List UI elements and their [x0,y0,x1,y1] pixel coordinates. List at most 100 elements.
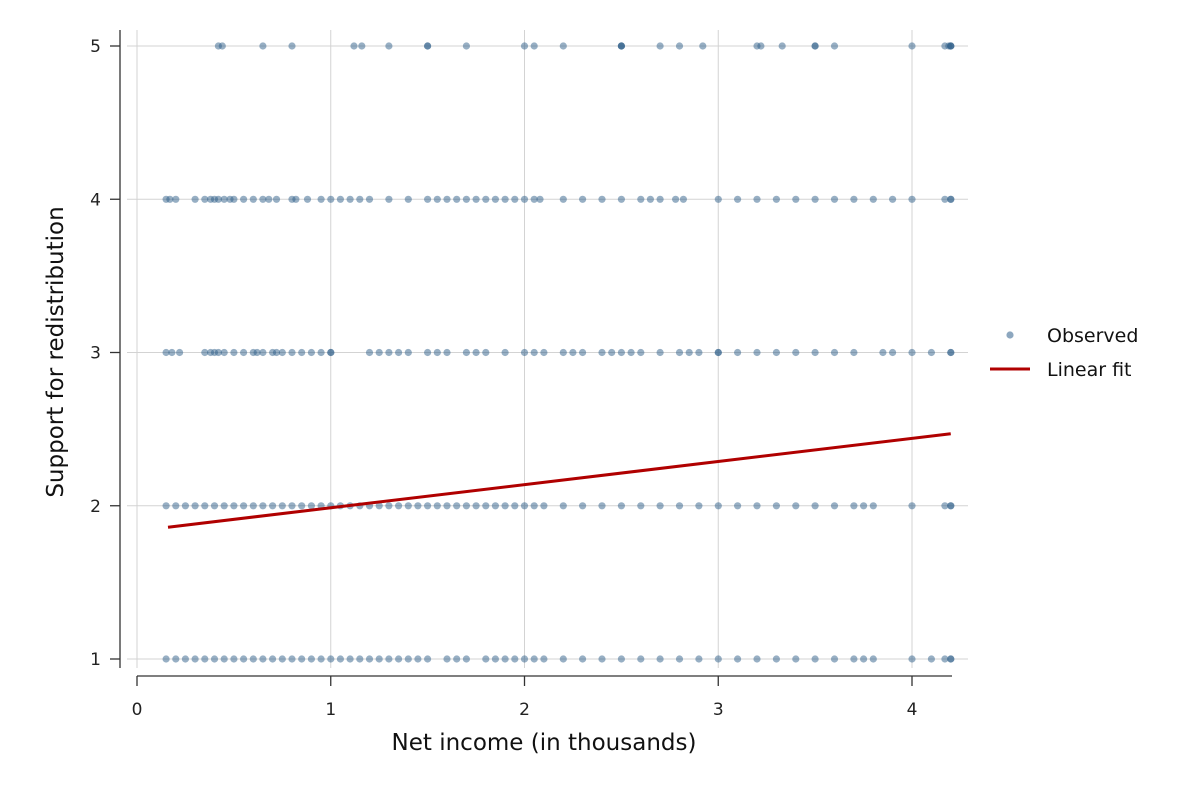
data-point [675,348,684,357]
data-point [598,655,606,663]
data-point [617,502,626,510]
data-point [656,195,664,203]
data-point [637,195,645,203]
data-point [908,502,916,510]
data-point [249,502,257,510]
y-tick-label: 4 [90,190,101,210]
data-point [259,655,267,663]
data-point [734,655,742,663]
data-point [617,42,626,50]
data-point [792,655,800,663]
data-point [675,42,684,50]
data-point [811,348,819,357]
data-point [734,195,742,203]
data-point [482,348,490,357]
data-point [424,195,432,203]
data-point [414,655,422,663]
data-point [298,655,306,663]
data-point [365,655,374,663]
data-point [869,655,877,663]
data-point [540,655,548,663]
data-point [218,42,226,50]
data-point [259,502,267,510]
data-point [472,195,480,203]
data-point [501,348,509,357]
data-point [792,195,800,203]
data-point [259,348,267,357]
data-point [830,502,839,510]
data-point [714,348,722,357]
x-tick-label: 1 [325,700,336,720]
data-point [356,655,364,663]
data-point [201,195,209,203]
data-point [908,348,916,357]
data-point [830,348,839,357]
data-point [530,195,538,203]
y-tick-label: 3 [90,344,101,364]
data-point [482,655,490,663]
data-point [278,348,286,357]
data-point [230,655,238,663]
data-point [734,502,742,510]
data-point [191,502,199,510]
data-point [772,502,781,510]
data-point [462,195,470,203]
data-point [172,502,180,510]
data-point [646,195,655,203]
data-point [385,348,393,357]
data-point [947,502,955,510]
data-point [404,195,412,203]
data-point [240,195,248,203]
data-point [860,502,868,510]
data-point [908,655,916,663]
data-point [559,195,567,203]
data-point [772,655,781,663]
data-point [230,195,238,203]
y-axis-title: Support for redistribution [43,206,69,497]
data-point [168,348,176,357]
data-point [462,655,470,663]
data-point [530,655,538,663]
data-point [278,502,286,510]
data-point [520,195,529,203]
legend-fit-label: Linear fit [1047,359,1132,381]
data-point [424,348,432,357]
data-point [753,195,761,203]
data-point [608,348,616,357]
tick-labels: 0 1 2 3 4 1 2 3 4 5 [90,37,917,720]
data-point [220,195,228,203]
data-point [317,195,325,203]
data-point [443,348,451,357]
data-point [210,502,219,510]
data-point [491,655,499,663]
data-point [753,502,761,510]
x-tick-label: 4 [907,700,918,720]
data-point [375,348,383,357]
data-point [327,195,335,203]
data-point [307,348,315,357]
data-point [520,42,529,50]
data-point [559,502,567,510]
data-point [433,348,441,357]
data-point [240,502,248,510]
data-point [288,42,296,50]
data-point [269,502,277,510]
data-point [414,502,422,510]
data-point [889,348,897,357]
data-point [201,655,209,663]
data-point [303,195,312,203]
data-point [714,195,722,203]
data-point [404,655,412,663]
data-point [259,195,267,203]
data-point [298,502,306,510]
data-point [579,195,587,203]
data-point [327,655,335,663]
data-point [358,42,366,50]
data-point [757,42,765,50]
data-point [501,655,509,663]
data-point [627,348,635,357]
data-point [491,502,499,510]
data-point [365,348,374,357]
data-point [559,655,567,663]
data-point [259,42,267,50]
